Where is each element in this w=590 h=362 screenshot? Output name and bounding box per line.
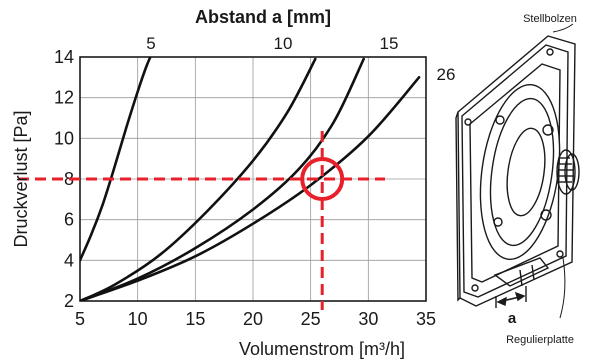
x-tick-20: 20 [243, 309, 263, 329]
y-tick-4: 4 [64, 250, 74, 270]
curve-label-5: 5 [146, 34, 155, 53]
x-tick-10: 10 [128, 309, 148, 329]
curve-label-10: 10 [274, 34, 293, 53]
curve-label-26: 26 [437, 65, 456, 84]
x-tick-25: 25 [301, 309, 321, 329]
x-tick-30: 30 [358, 309, 378, 329]
dimension-a-label: a [508, 310, 517, 327]
y-tick-10: 10 [54, 128, 74, 148]
curve-label-15: 15 [380, 34, 399, 53]
x-tick-35: 35 [416, 309, 436, 329]
y-tick-8: 8 [64, 169, 74, 189]
x-tick-labels: 5 10 15 20 25 30 35 [75, 309, 436, 329]
y-axis-title: Druckverlust [Pa] [11, 110, 31, 247]
curve-5 [80, 57, 152, 262]
regulierplatte-label: Regulierplatte [506, 334, 574, 346]
y-tick-labels: 2 4 6 8 10 12 14 [54, 47, 74, 311]
grid-lines [80, 57, 426, 301]
curve-15 [80, 57, 365, 301]
y-tick-2: 2 [64, 291, 74, 311]
damper-illustration [455, 23, 580, 319]
chart-title: Abstand a [mm] [195, 7, 331, 27]
x-tick-15: 15 [185, 309, 205, 329]
x-tick-5: 5 [75, 309, 85, 329]
x-axis-title: Volumenstrom [m³/h] [239, 339, 405, 359]
operating-point-annotation [18, 131, 385, 310]
stellbolzen-label: Stellbolzen [523, 13, 577, 25]
y-tick-6: 6 [64, 210, 74, 230]
annotation-circle [300, 157, 345, 201]
curve-10 [80, 57, 317, 301]
y-tick-12: 12 [54, 88, 74, 108]
curve-26 [80, 76, 421, 301]
y-tick-14: 14 [54, 47, 74, 67]
curves [80, 57, 421, 301]
